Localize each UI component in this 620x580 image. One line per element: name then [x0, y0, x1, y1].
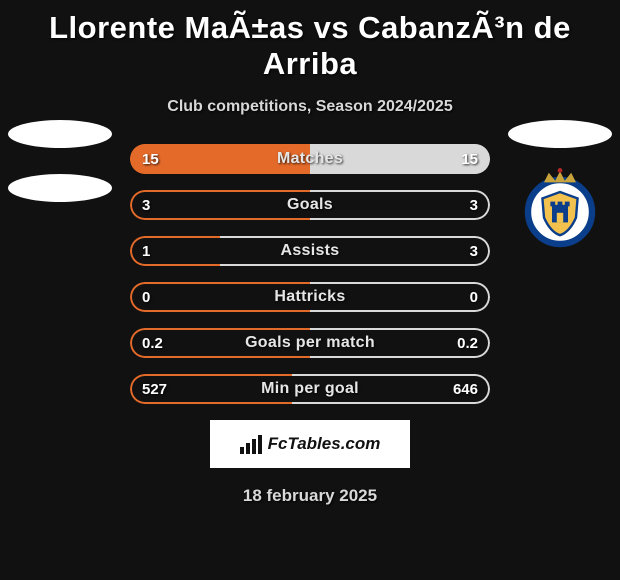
branding-text: FcTables.com [268, 434, 381, 454]
player-photo-placeholder [8, 120, 112, 148]
stat-rows: 1515Matches 33Goals 13Assists 00Hattricks 0.… [130, 144, 490, 404]
date-text: 18 february 2025 [0, 486, 620, 506]
stat-row: 00Hattricks [130, 282, 490, 312]
stat-row: 13Assists [130, 236, 490, 266]
stat-row: 1515Matches [130, 144, 490, 174]
player-photo-placeholder [508, 120, 612, 148]
branding-badge: FcTables.com [210, 420, 410, 468]
stat-label: Assists [130, 236, 490, 266]
stat-label: Matches [130, 144, 490, 174]
comparison-card: Llorente MaÃ±as vs CabanzÃ³n de Arriba C… [0, 0, 620, 580]
bars-icon [240, 435, 262, 454]
stat-row: 527646Min per goal [130, 374, 490, 404]
left-player-badges [0, 120, 120, 202]
stat-row: 33Goals [130, 190, 490, 220]
stat-label: Hattricks [130, 282, 490, 312]
subtitle: Club competitions, Season 2024/2025 [0, 98, 620, 116]
club-crest-placeholder [8, 174, 112, 202]
stat-row: 0.20.2Goals per match [130, 328, 490, 358]
stat-label: Goals per match [130, 328, 490, 358]
club-crest-icon [520, 168, 600, 248]
page-title: Llorente MaÃ±as vs CabanzÃ³n de Arriba [0, 0, 620, 82]
stat-label: Min per goal [130, 374, 490, 404]
stat-label: Goals [130, 190, 490, 220]
right-player-badges [500, 120, 620, 248]
